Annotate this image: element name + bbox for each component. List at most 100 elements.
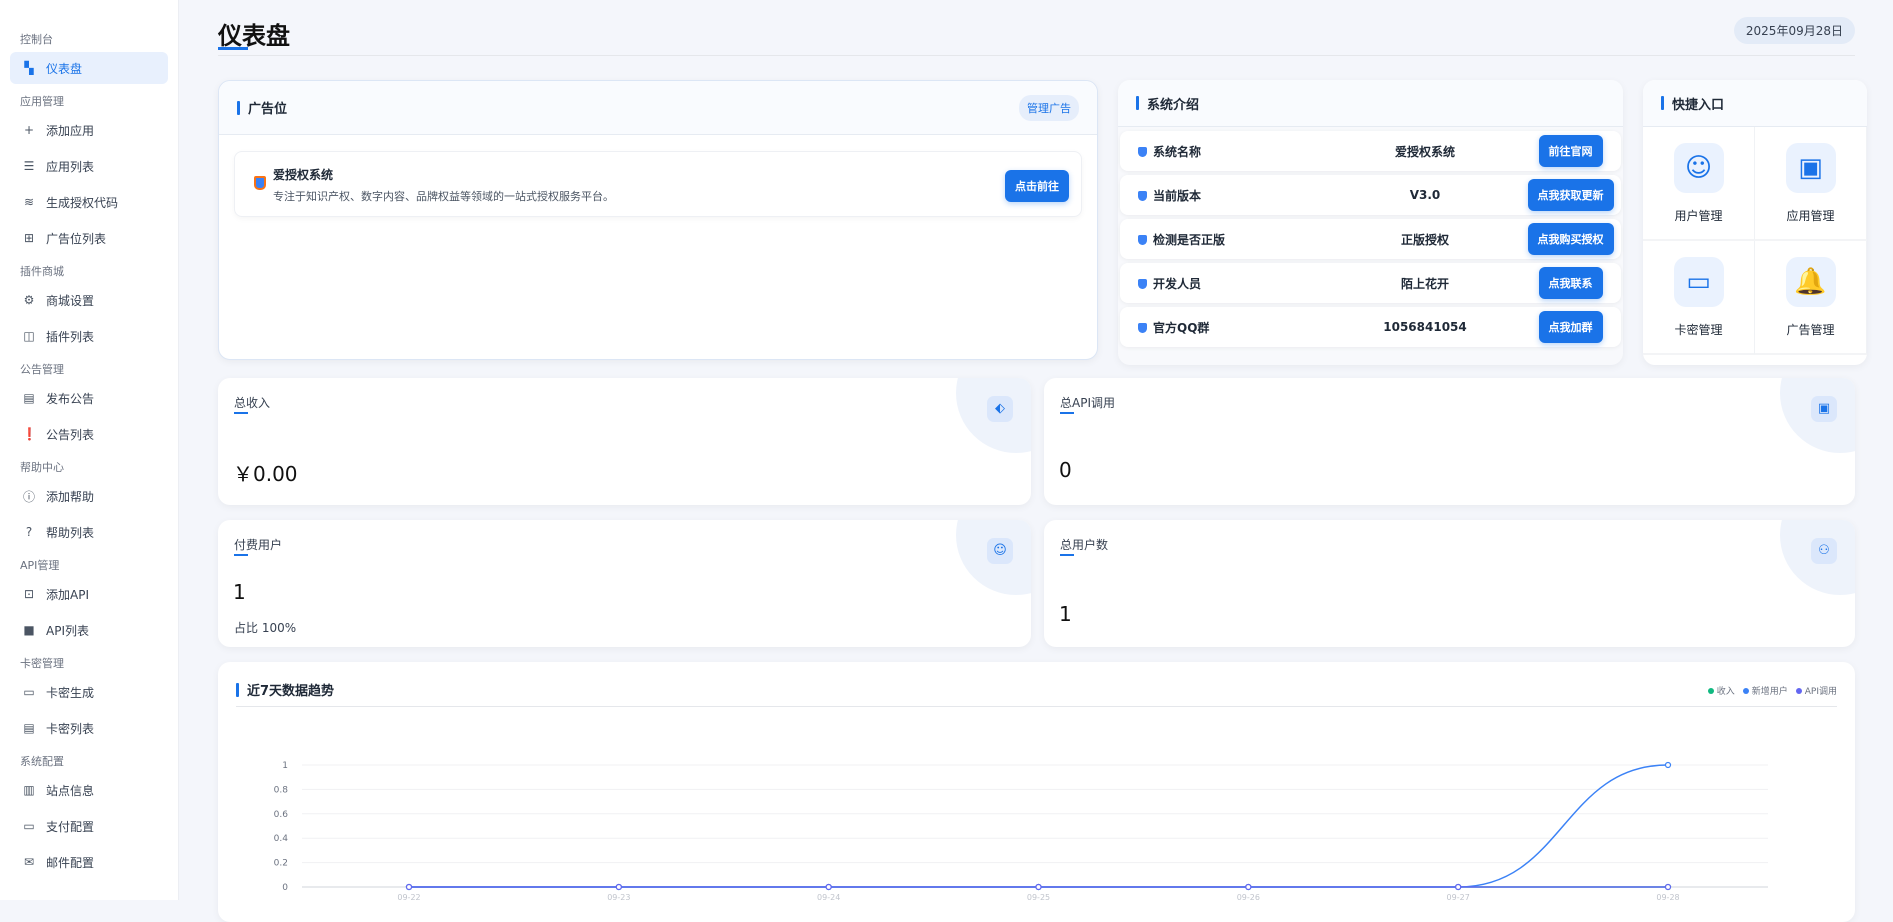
intro-row: 官方QQ群 1056841054 点我加群 (1120, 307, 1621, 347)
intro-value: 正版授权 (1400, 232, 1449, 247)
legend-item[interactable]: API调用 (1795, 684, 1837, 697)
intro-action-button[interactable]: 点我获取更新 (1527, 179, 1614, 211)
sidebar-item-label: 卡密列表 (46, 721, 95, 736)
intro-action-button[interactable]: 前往官网 (1538, 135, 1603, 167)
data-point (1245, 883, 1252, 891)
shield-icon (1138, 190, 1147, 201)
sidebar-section-title: 卡密管理 (20, 657, 64, 670)
go-button[interactable]: 点击前往 (1005, 170, 1069, 202)
sidebar-item-label: 公告列表 (46, 427, 95, 442)
y-tick-label: 1 (282, 761, 288, 771)
intro-key: 当前版本 (1153, 188, 1202, 203)
page-title: 仪表盘 (218, 22, 290, 50)
intro-value: 1056841054 (1383, 320, 1467, 334)
card-icon: ▭ (23, 819, 35, 833)
x-tick-label: 09-25 (1027, 893, 1050, 902)
sidebar-item-label: 商城设置 (46, 293, 95, 308)
y-tick-label: 0.4 (274, 834, 289, 844)
sidebar-item[interactable]: ▥ 站点信息 (10, 774, 168, 806)
intro-key: 检测是否正版 (1153, 232, 1226, 247)
legend-item[interactable]: 新增用户 (1742, 684, 1788, 697)
sidebar-item-label: 仪表盘 (46, 61, 83, 76)
stat-value: 0 (1059, 458, 1072, 482)
users-icon: ⚇ (1811, 538, 1837, 564)
data-point (1035, 883, 1042, 891)
sidebar-item-label: 站点信息 (46, 783, 95, 798)
sidebar-section-title: 插件商城 (20, 265, 64, 278)
intro-key: 系统名称 (1153, 144, 1202, 159)
stat-value: 1 (1059, 602, 1072, 626)
data-point (1455, 883, 1462, 891)
api-add-icon: ⊡ (23, 587, 35, 601)
sidebar-item-label: 支付配置 (46, 819, 95, 834)
quick-entry[interactable]: ▣ 应用管理 (1755, 127, 1867, 241)
intro-row: 开发人员 陌上花开 点我联系 (1120, 263, 1621, 303)
stat-api: 总API调用 0 ▣ (1044, 378, 1855, 505)
quick-entry-label: 卡密管理 (1674, 322, 1723, 337)
sidebar-item[interactable]: ▚ 仪表盘 (10, 52, 168, 84)
question-icon: ? (25, 525, 33, 539)
stat-revenue: 总收入 ￥0.00 ⬖ (218, 378, 1031, 505)
manage-ad-button[interactable]: 管理广告 (1019, 94, 1079, 121)
sidebar-item[interactable]: ■ API列表 (10, 614, 168, 646)
line-chart: 0 0.2 0.4 0.6 0.8 1 09-22 09-23 09-24 09-25 09-26 0… (274, 761, 1768, 902)
sidebar-item[interactable]: ▭ 支付配置 (10, 810, 168, 842)
ad-item-title: 爱授权系统 (273, 168, 334, 182)
ad-item-desc: 专注于知识产权、数字内容、品牌权益等领域的一站式授权服务平台。 (273, 190, 614, 203)
accent-bar (1661, 96, 1664, 110)
sidebar-item[interactable]: ⚙ 商城设置 (10, 284, 168, 316)
add-box-icon: ⊞ (23, 231, 35, 245)
sidebar-item-label: 卡密生成 (46, 685, 95, 700)
sidebar-item[interactable]: ▤ 发布公告 (10, 382, 168, 414)
intro-row: 检测是否正版 正版授权 点我购买授权 (1120, 219, 1621, 259)
sidebar-item[interactable]: ◫ 插件列表 (10, 320, 168, 352)
sidebar-section-title: 帮助中心 (20, 461, 64, 474)
quick-entry[interactable]: ☺ 用户管理 (1643, 127, 1755, 241)
accent-bar (1136, 96, 1139, 110)
legend-item[interactable]: 收入 (1707, 684, 1735, 697)
date-badge: 2025年09月28日 (1733, 17, 1855, 44)
sidebar-item[interactable]: ▤ 卡密列表 (10, 712, 168, 744)
quick-entry-label: 广告管理 (1786, 322, 1835, 337)
sidebar-item[interactable]: ? 帮助列表 (10, 516, 168, 548)
sidebar-item-label: 添加应用 (46, 123, 95, 138)
sidebar-section-title: 公告管理 (20, 363, 64, 376)
data-point (825, 883, 832, 891)
sidebar: 控制台 ▚ 仪表盘 应用管理 + 添加应用 ☰ 应用列表 ≋ 生成授权代码 ⊞ 广告位列表 插件商城 ⚙ 商… (0, 0, 179, 900)
intro-card: 系统介绍 系统名称 爱授权系统 前往官网 当前版本 V3.0 点我获取更新 检测是否正版 正版… (1118, 80, 1623, 365)
quick-card: 快捷入口 ☺ 用户管理 ▣ 应用管理 ▭ 卡密管理 🔔 广告管理 (1643, 80, 1867, 365)
sidebar-item[interactable]: ❗ 公告列表 (10, 418, 168, 450)
stat-label: 总用户数 (1060, 538, 1109, 552)
bag-icon: ◫ (23, 329, 35, 343)
sidebar-item[interactable]: ▭ 卡密生成 (10, 676, 168, 708)
sidebar-item[interactable]: ⓘ 添加帮助 (10, 480, 168, 512)
gear-icon: ⚙ (23, 293, 35, 307)
info-icon: ⓘ (22, 489, 35, 504)
sidebar-item-label: 添加API (46, 587, 89, 602)
intro-action-button[interactable]: 点我加群 (1538, 311, 1603, 343)
card-icon: ▭ (1673, 256, 1724, 307)
quick-entry[interactable]: ▭ 卡密管理 (1643, 241, 1755, 355)
intro-action-button[interactable]: 点我购买授权 (1527, 223, 1614, 255)
card-icon: ▭ (23, 685, 35, 699)
sidebar-item-label: 生成授权代码 (46, 195, 119, 210)
sidebar-item[interactable]: + 添加应用 (10, 114, 168, 146)
sidebar-item-label: 添加帮助 (46, 489, 95, 504)
x-tick-label: 09-24 (817, 893, 840, 902)
sidebar-item[interactable]: ≋ 生成授权代码 (10, 186, 168, 218)
intro-value: 陌上花开 (1400, 276, 1449, 291)
quick-entry[interactable]: 🔔 广告管理 (1755, 241, 1867, 355)
mail-icon: ✉ (23, 855, 35, 869)
sidebar-item[interactable]: ✉ 邮件配置 (10, 846, 168, 878)
sidebar-item[interactable]: ☰ 应用列表 (10, 150, 168, 182)
y-tick-label: 0.6 (274, 810, 289, 820)
sidebar-item[interactable]: ⊞ 广告位列表 (10, 222, 168, 254)
intro-action-button[interactable]: 点我联系 (1538, 267, 1603, 299)
title-underline (218, 47, 248, 50)
sidebar-item[interactable]: ⊡ 添加API (10, 578, 168, 610)
accent-bar (236, 682, 239, 697)
x-tick-label: 09-22 (397, 893, 420, 902)
intro-title: 系统介绍 (1147, 97, 1200, 113)
accent-bar (237, 100, 240, 115)
sidebar-item-label: 广告位列表 (46, 231, 107, 246)
